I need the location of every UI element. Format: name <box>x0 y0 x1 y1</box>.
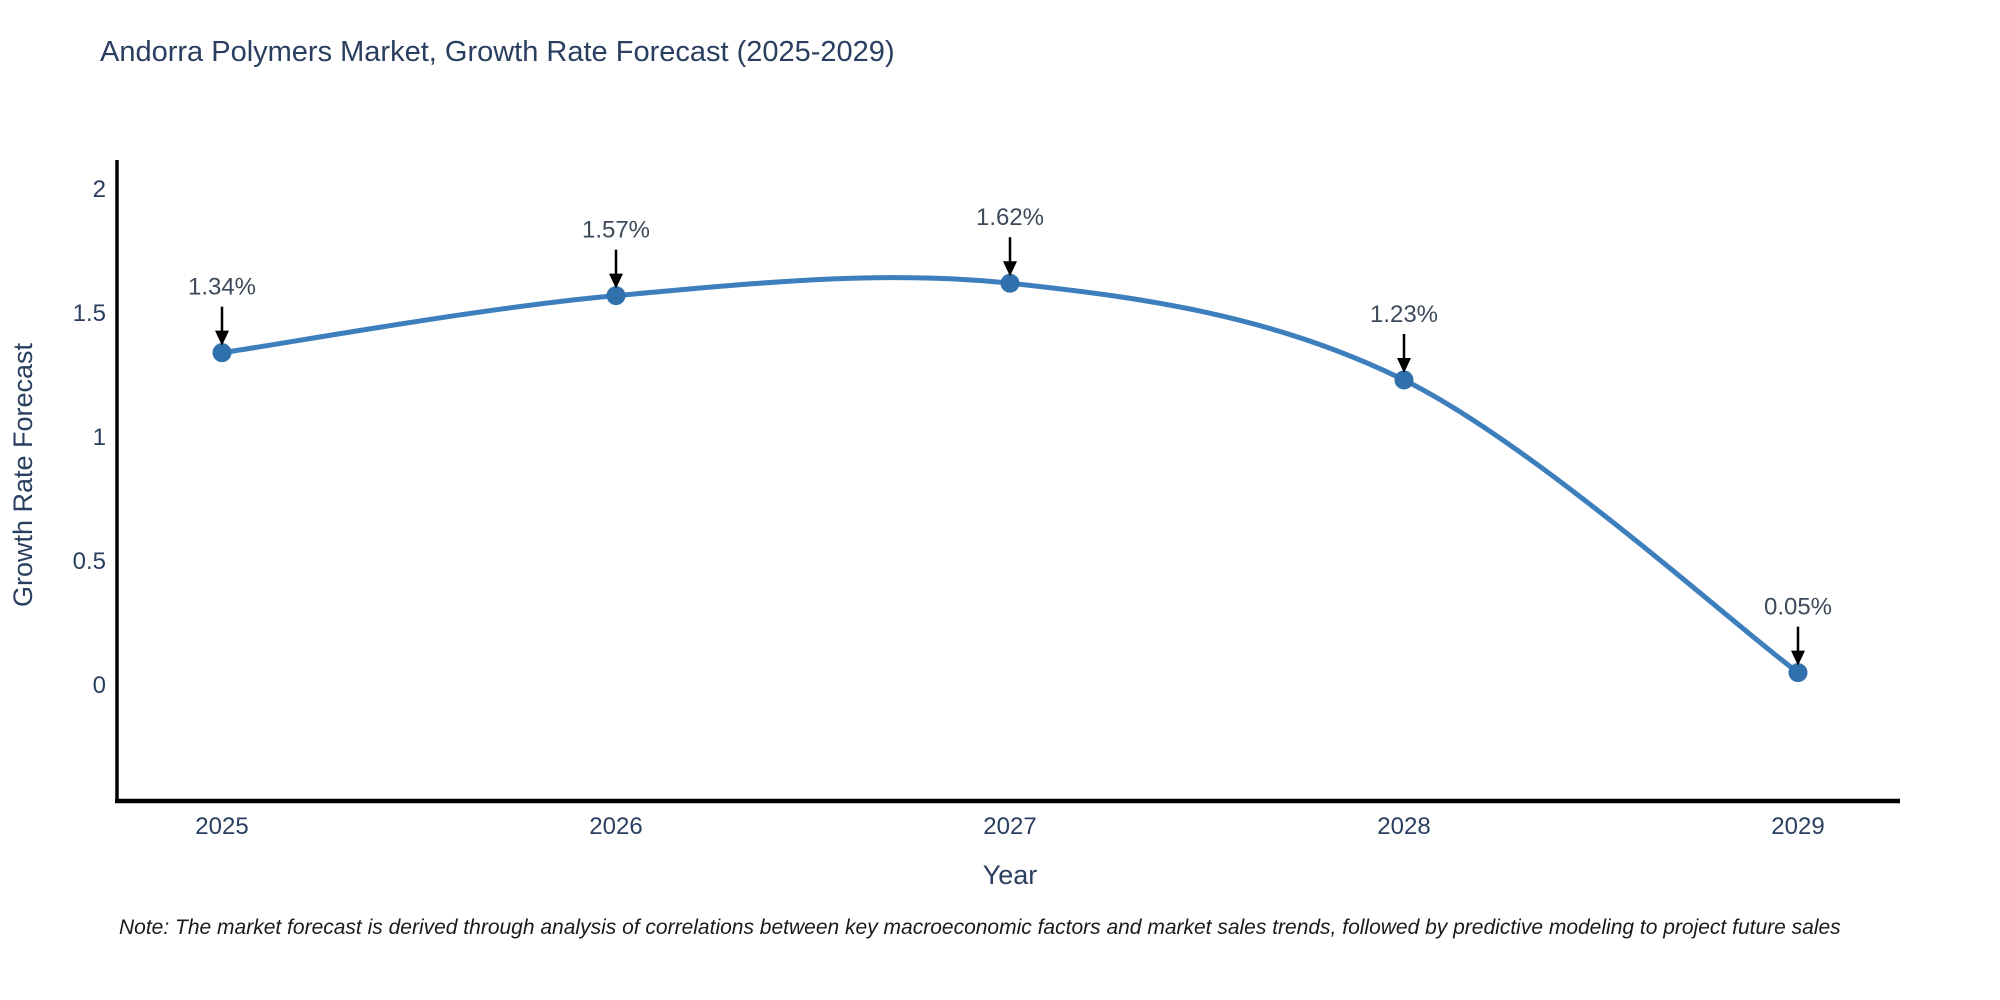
y-tick-label: 0.5 <box>73 548 106 575</box>
annotation-arrowhead <box>1791 650 1805 666</box>
annotation-arrowhead <box>1397 357 1411 373</box>
point-label: 1.23% <box>1370 301 1438 328</box>
chart-title: Andorra Polymers Market, Growth Rate For… <box>100 36 895 68</box>
x-tick-label: 2026 <box>589 813 642 840</box>
y-axis-title: Growth Rate Forecast <box>8 342 38 607</box>
point-label: 0.05% <box>1764 594 1832 621</box>
y-tick-label: 2 <box>93 176 106 203</box>
x-tick-label: 2029 <box>1771 813 1824 840</box>
y-tick-label: 1 <box>93 424 106 451</box>
data-point <box>1788 663 1808 683</box>
annotation-arrowhead <box>1003 261 1017 277</box>
annotation-arrowhead <box>609 273 623 289</box>
y-tick-label: 0 <box>93 672 106 699</box>
data-point <box>1000 273 1020 293</box>
annotation-arrowhead <box>215 330 229 346</box>
x-tick-label: 2027 <box>983 813 1036 840</box>
y-tick-label: 1.5 <box>73 300 106 327</box>
chart-note: Note: The market forecast is derived thr… <box>119 916 1841 939</box>
point-label: 1.57% <box>582 217 650 244</box>
data-point <box>212 343 232 363</box>
point-label: 1.62% <box>976 204 1044 231</box>
data-point <box>606 286 626 306</box>
series-line <box>219 275 1801 676</box>
point-label: 1.34% <box>188 274 256 301</box>
x-axis-title: Year <box>983 860 1038 890</box>
x-tick-label: 2025 <box>195 813 248 840</box>
x-tick-label: 2028 <box>1377 813 1430 840</box>
data-point <box>1394 370 1414 390</box>
